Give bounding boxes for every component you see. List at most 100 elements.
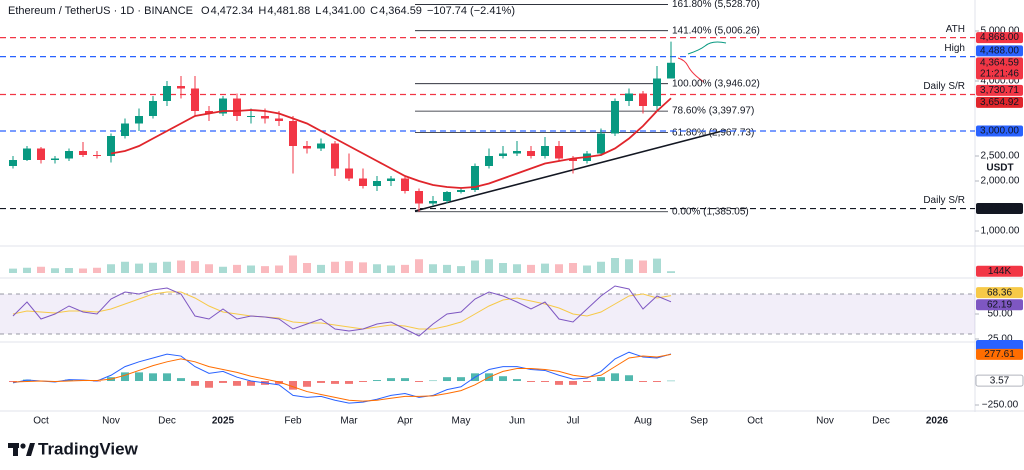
price-label-text: 3,000.00 [980,126,1019,137]
candle-body [93,155,101,156]
macd-histogram-bar [499,376,507,382]
macd-histogram-bar [429,380,437,382]
price-label: 3,000.00 [976,125,1023,137]
volume-bar [51,268,59,273]
x-tick-label: Apr [397,416,413,427]
price-label-box [976,125,1023,137]
price-label: 68.36 [976,287,1023,298]
volume-bar [317,264,325,273]
macd-histogram-bar [331,381,339,384]
price-label-box [976,299,1023,311]
candle-body [51,158,59,160]
fib-label: 161.80% (5,528.70) [672,0,760,10]
price-label: 3,654.92 [976,96,1023,108]
volume-bar [359,262,367,273]
candle-body [331,143,339,169]
volume-bar [499,263,507,273]
price-label: 1,449.12 [976,203,1023,214]
macd-histogram-bar [289,381,297,390]
volume-bar [261,266,269,273]
price-label-box [975,374,1024,387]
y-tick-label: −250.00 [982,400,1019,411]
macd-histogram-bar [653,381,661,382]
brand-logo [8,443,35,456]
macd-histogram-bar [121,372,129,382]
x-tick-label: Jun [509,416,525,427]
macd-histogram-bar [177,378,185,382]
ohlc-value: 4,481.88 [267,5,310,17]
candle-body [485,156,493,166]
candle-body [121,123,129,136]
volume-bar [149,262,157,273]
x-tick-label: Dec [158,416,176,427]
price-label: 3.57 [975,374,1024,387]
x-tick-label: 2026 [926,416,949,427]
macd-histogram-bar [401,378,409,382]
x-tick-label: Oct [33,416,49,427]
y-tick-label: 1,000.00 [981,226,1020,237]
price-label-text: 68.36 [987,287,1012,298]
volume-bar [331,261,339,273]
candle-body [373,181,381,186]
fib-label: 78.60% (3,397.97) [672,106,754,117]
candle-body [443,192,451,201]
price-label: 62.19 [976,299,1023,310]
macd-histogram-bar [583,381,591,382]
macd-histogram-bar [611,373,619,382]
ohlc-key: O [201,5,210,17]
price-label-text: 3,654.92 [980,97,1019,108]
volume-bar [289,255,297,273]
series-line [12,351,672,404]
candle-body [37,148,45,160]
x-tick-label: Feb [284,416,302,427]
x-tick-label: Jul [567,416,580,427]
macd-histogram-bar [457,377,465,382]
x-tick-label: Aug [634,416,652,427]
volume-bar [163,261,171,273]
volume-bar [135,263,143,273]
price-label-box [976,203,1023,215]
macd-histogram-bar [233,381,241,386]
macd-histogram-bar [373,380,381,382]
candle-body [261,116,269,119]
price-label-box [976,84,1023,96]
logo-part [20,443,26,449]
candle-body [317,143,325,149]
volume-bar [513,264,521,273]
price-label-text: 144K [988,266,1012,277]
volume-bar [443,264,451,273]
volume-bar [457,266,465,273]
brand-name: TradingView [38,439,139,458]
candle-body [345,168,353,179]
candle-body [569,158,577,161]
candle-body [163,86,171,101]
candle-body [9,160,17,166]
ohlc-value: 4,364.59 [379,5,422,17]
candle-body [275,118,283,121]
macd-histogram-bar [527,381,535,382]
macd-histogram-bar [443,377,451,382]
candle-body [499,153,507,156]
candle-body [65,151,73,159]
volume-bar [79,268,87,273]
candle-body [597,133,605,154]
macd-histogram-bar [387,378,395,382]
candle-body [415,191,423,204]
candle-body [191,88,199,111]
macd-histogram-bar [541,381,549,382]
series-line [12,285,672,337]
macd-histogram-bar [345,381,353,384]
candle-body [23,148,31,160]
macd-histogram-bar [415,381,423,382]
volume-bar [191,261,199,273]
candle-body [471,166,479,190]
fib-label: 0.00% (1,385.05) [672,206,749,217]
macd-histogram-bar [639,381,647,382]
volume-bar [65,268,73,273]
macd-histogram-bar [569,381,577,385]
candle-body [667,62,675,79]
ohlc-value: 4,472.34 [211,5,254,17]
macd-histogram-bar [359,381,367,382]
volume-bar [569,263,577,273]
